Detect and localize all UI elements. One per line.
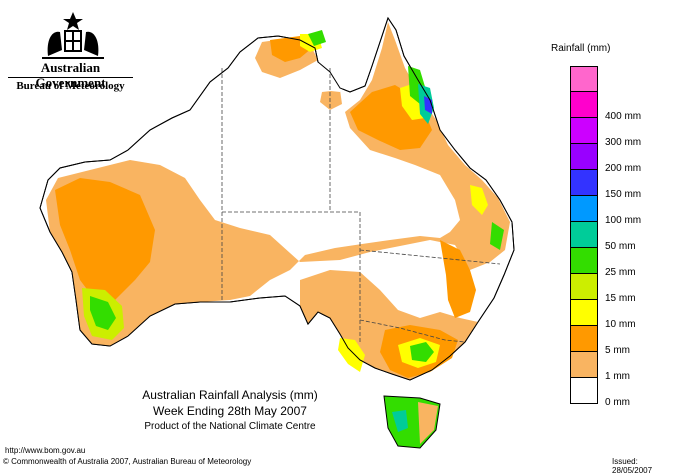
legend-swatch <box>570 274 598 300</box>
state-borders <box>221 68 501 343</box>
legend-label: 200 mm <box>605 163 642 174</box>
rain-band-10mm-sa <box>338 338 365 372</box>
bureau-label: Bureau of Meteorology <box>16 80 125 92</box>
legend-label: 15 mm <box>605 293 636 304</box>
rain-band-1mm-cape <box>320 90 342 110</box>
website-link[interactable]: http://www.bom.gov.au <box>5 446 86 455</box>
tasmania-core <box>392 410 408 432</box>
coat-of-arms-icon <box>42 12 104 59</box>
tasmania-east <box>418 402 438 444</box>
rain-band-25mm-swwa-core <box>90 296 116 330</box>
legend-label: 150 mm <box>605 189 642 200</box>
legend-label: 1 mm <box>605 371 630 382</box>
legend-label: 300 mm <box>605 137 642 148</box>
legend-swatch <box>570 144 598 170</box>
legend-label: 50 mm <box>605 241 636 252</box>
issued-date: Issued: 28/05/2007 <box>612 457 653 475</box>
legend-swatch <box>570 118 598 144</box>
legend-swatch <box>570 352 598 378</box>
map-credit: Product of the National Climate Centre <box>144 421 316 432</box>
legend-label: 400 mm <box>605 111 642 122</box>
rain-band-5mm-nsw <box>440 240 476 318</box>
legend-label: 10 mm <box>605 319 636 330</box>
copyright-text: © Commonwealth of Australia 2007, Austra… <box>3 457 252 466</box>
legend-label: 100 mm <box>605 215 642 226</box>
rain-band-25mm-nt <box>308 30 326 46</box>
legend-swatch <box>570 66 598 92</box>
legend-swatch <box>570 248 598 274</box>
legend-swatch <box>570 326 598 352</box>
legend-swatch <box>570 378 598 404</box>
legend-swatch <box>570 196 598 222</box>
map-title: Australian Rainfall Analysis (mm) <box>142 388 318 402</box>
legend-swatch <box>570 300 598 326</box>
rain-band-25mm-vic <box>410 342 434 362</box>
rain-band-5mm-wa <box>55 178 155 300</box>
legend-label: 5 mm <box>605 345 630 356</box>
rain-band-10mm-coast <box>470 185 488 215</box>
legend-title: Rainfall (mm) <box>551 43 611 54</box>
legend-swatch <box>570 170 598 196</box>
rain-band-25mm-nsw <box>490 222 504 250</box>
header-divider <box>8 77 133 78</box>
legend-label: 0 mm <box>605 397 630 408</box>
legend-swatch <box>570 92 598 118</box>
legend-label: 25 mm <box>605 267 636 278</box>
map-subtitle: Week Ending 28th May 2007 <box>153 404 307 418</box>
legend-swatch <box>570 222 598 248</box>
spencer-gulf <box>312 312 326 332</box>
government-label: Australian Government <box>35 60 106 90</box>
